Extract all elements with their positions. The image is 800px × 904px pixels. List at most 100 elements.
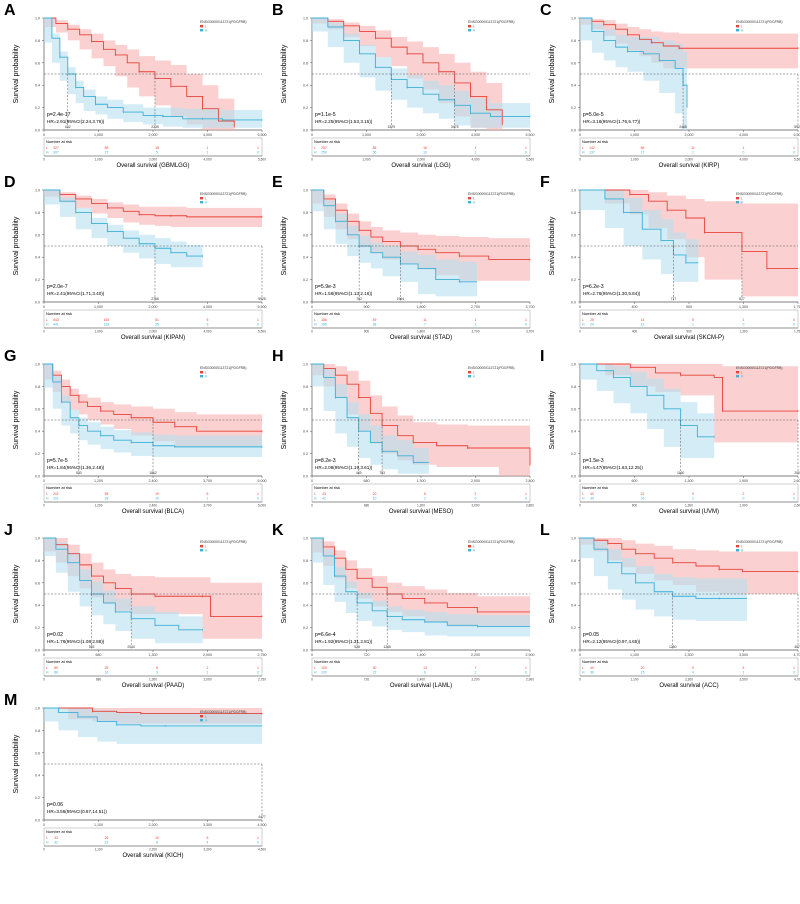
x-tick-label: 1,100 <box>630 653 639 657</box>
median-label: 717 <box>671 297 677 301</box>
x-tick-label: 0 <box>311 653 313 657</box>
risk-count: 0 <box>475 497 477 501</box>
x-tick-label: 1,200 <box>94 479 103 483</box>
risk-x-tick-label: 2,600 <box>794 504 800 508</box>
risk-x-tick-label: 680 <box>364 504 370 508</box>
x-tick-label: 1,300 <box>685 479 694 483</box>
km-plot: 0.00.20.40.60.81.006001,3001,9002,600116… <box>542 350 800 518</box>
risk-count: 17 <box>641 151 645 155</box>
x-tick-label: 1,900 <box>739 479 748 483</box>
risk-count: 1 <box>525 318 527 322</box>
y-tick-label: 1.0 <box>571 363 576 367</box>
y-axis-label: Survival probability <box>281 390 288 449</box>
risk-table-border <box>44 828 262 846</box>
y-tick-label: 0.0 <box>571 129 576 133</box>
risk-count: 25 <box>590 318 594 322</box>
risk-x-tick-label: 3,700 <box>204 504 212 508</box>
y-tick-label: 0.8 <box>303 385 308 389</box>
risk-count: 32 <box>54 841 58 845</box>
y-tick-label: 0.0 <box>571 649 576 653</box>
y-axis-label: Survival probability <box>549 216 556 275</box>
x-tick-label: 0 <box>579 305 581 309</box>
risk-count: 1 <box>257 836 259 840</box>
risk-row-label: H <box>46 497 49 501</box>
y-tick-label: 0.4 <box>303 256 308 260</box>
risk-row-label: L <box>46 836 48 840</box>
legend-label-high: H <box>473 374 476 378</box>
risk-x-tick-label: 4,000 <box>204 158 212 162</box>
risk-x-tick-label: 1,400 <box>417 678 425 682</box>
risk-count: 22 <box>105 841 109 845</box>
legend-swatch-low <box>468 25 471 27</box>
risk-count: 11 <box>691 146 695 150</box>
risk-table-border <box>312 484 530 502</box>
risk-x-tick-label: 1,300 <box>740 330 748 334</box>
legend-swatch-low <box>200 371 203 373</box>
x-tick-label: 0 <box>43 305 45 309</box>
hazard-ratio: HR=2.25(95%CI(1.53,3.15)) <box>315 119 373 124</box>
risk-table-border <box>312 310 530 328</box>
y-tick-label: 0.0 <box>35 819 40 823</box>
risk-row-label: H <box>46 841 49 845</box>
risk-count: 1 <box>257 492 259 496</box>
legend-title: ENSG00000113721(PDGFRB) <box>736 192 783 196</box>
x-tick-label: 1,300 <box>417 479 426 483</box>
x-tick-label: 4,500 <box>258 823 267 827</box>
median-label: 2235 <box>151 125 159 129</box>
y-tick-label: 0.6 <box>35 751 40 755</box>
risk-count: 0 <box>525 497 527 501</box>
y-tick-label: 0.2 <box>571 106 576 110</box>
risk-count: 88 <box>54 671 58 675</box>
risk-table-title: Number at risk <box>314 659 340 664</box>
y-tick-label: 0.0 <box>571 475 576 479</box>
risk-table-border <box>580 658 798 676</box>
risk-count: 0 <box>793 151 795 155</box>
risk-count: 257 <box>321 146 327 150</box>
p-value: p=8.2e-3 <box>315 458 336 464</box>
risk-count: 0 <box>257 497 259 501</box>
hazard-ratio: HR=2.08(95%CI(1.19,3.61)) <box>315 465 373 470</box>
risk-count: 0 <box>793 671 795 675</box>
x-tick-label: 0 <box>43 823 45 827</box>
y-tick-label: 0.6 <box>35 61 40 65</box>
x-tick-label: 2,000 <box>149 133 158 137</box>
p-value: p=5.7e-5 <box>47 458 68 464</box>
x-tick-label: 5,500 <box>258 133 267 137</box>
y-tick-label: 0.6 <box>303 233 308 237</box>
x-tick-label: 600 <box>632 479 638 483</box>
risk-table-title: Number at risk <box>46 485 72 490</box>
y-axis-label: Survival probability <box>549 564 556 623</box>
p-value: p=0.05 <box>583 632 599 638</box>
risk-x-tick-label: 4,000 <box>472 158 480 162</box>
legend-title: ENSG00000113721(PDGFRB) <box>200 192 247 196</box>
risk-count: 28 <box>105 497 109 501</box>
risk-count: 1 <box>475 318 477 322</box>
y-tick-label: 0.2 <box>571 452 576 456</box>
y-tick-label: 0.0 <box>35 649 40 653</box>
risk-count: 0 <box>257 671 259 675</box>
risk-count: 10 <box>373 497 377 501</box>
y-tick-label: 0.2 <box>35 796 40 800</box>
risk-x-tick-label: 1,300 <box>685 504 693 508</box>
x-tick-label: 0 <box>311 133 313 137</box>
y-tick-label: 0.8 <box>35 559 40 563</box>
risk-count: 0 <box>793 318 795 322</box>
x-axis-label: Overall survival (STAD) <box>390 335 452 341</box>
risk-x-tick-label: 2,000 <box>472 504 480 508</box>
y-axis-label: Survival probability <box>13 734 20 793</box>
legend-swatch-high <box>468 29 471 31</box>
y-axis-label: Survival probability <box>549 390 556 449</box>
legend-swatch-high <box>468 549 471 551</box>
hazard-ratio: HR=2.41(95%CI(1.71,3.40)) <box>47 291 105 296</box>
x-tick-label: 4,000 <box>203 305 212 309</box>
risk-count: 5 <box>692 318 694 322</box>
risk-x-tick-label: 0 <box>311 330 313 334</box>
x-axis-label: Overall survival (LAML) <box>390 683 452 689</box>
y-axis-label: Survival probability <box>13 390 20 449</box>
risk-count: 137 <box>589 151 595 155</box>
risk-x-tick-label: 1,000 <box>363 158 371 162</box>
risk-count: 0 <box>743 323 745 327</box>
risk-row-label: L <box>46 318 48 322</box>
